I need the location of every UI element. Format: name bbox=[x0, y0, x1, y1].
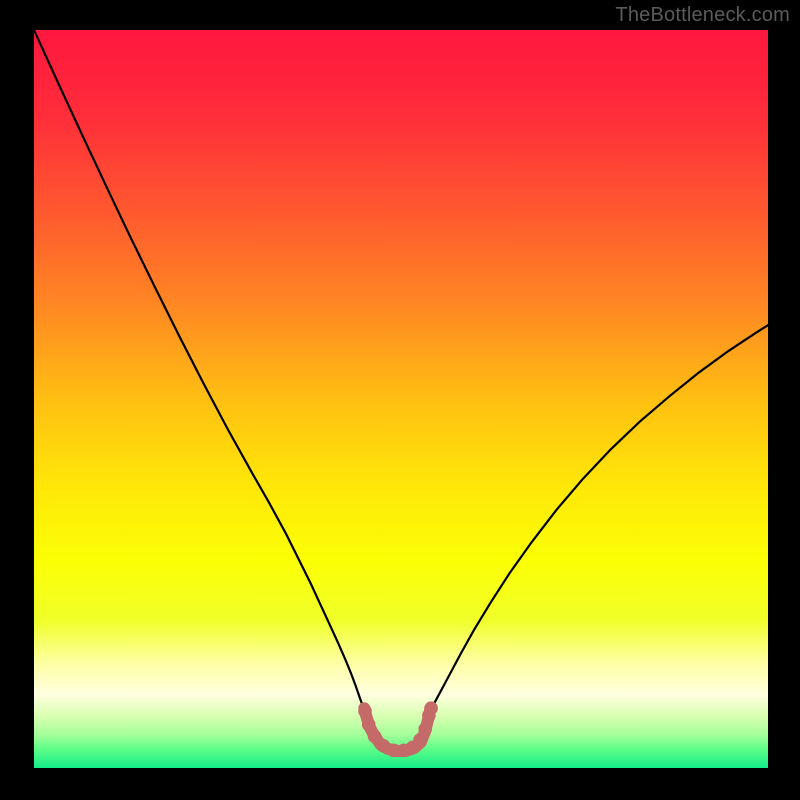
marker-dot bbox=[424, 701, 438, 715]
marker-dot bbox=[358, 704, 372, 718]
plot-background bbox=[34, 30, 768, 768]
marker-dot bbox=[418, 722, 432, 736]
plot-area bbox=[34, 30, 768, 768]
marker-dot bbox=[362, 718, 376, 732]
watermark-text: TheBottleneck.com bbox=[615, 4, 790, 27]
plot-svg bbox=[34, 30, 768, 768]
chart-frame: TheBottleneck.com bbox=[0, 0, 800, 800]
